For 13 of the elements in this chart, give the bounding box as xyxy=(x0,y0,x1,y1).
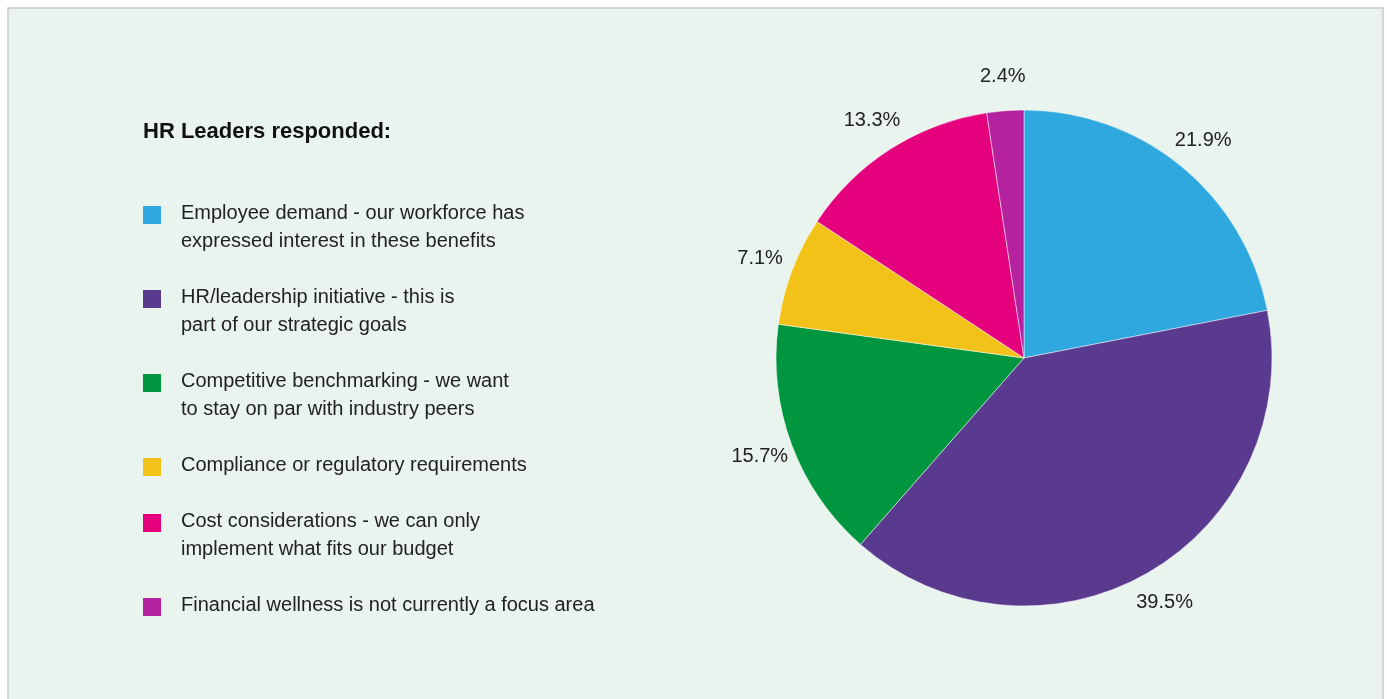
legend-label: Cost considerations - we can only implement what fits our budget xyxy=(181,509,481,560)
legend-title: HR Leaders responded: xyxy=(143,117,392,143)
data-label: 2.4% xyxy=(979,64,1026,87)
legend-label: HR/leadership initiative - this is part of our strategic goals xyxy=(181,285,455,336)
legend-label: Employee demand - our workforce has expressed interest in these benefits xyxy=(181,201,525,252)
data-label: 13.3% xyxy=(843,107,901,130)
data-label: 15.7% xyxy=(731,443,789,466)
data-label: 7.1% xyxy=(737,245,784,268)
legend-label: Financial wellness is not currently a focus area xyxy=(181,593,596,616)
legend-label: Competitive benchmarking - we want to stay on par with industry peers xyxy=(181,369,510,420)
data-label: 39.5% xyxy=(1136,589,1194,612)
legend-label: Compliance or regulatory requirements xyxy=(181,453,527,476)
data-label: 21.9% xyxy=(1174,127,1232,150)
